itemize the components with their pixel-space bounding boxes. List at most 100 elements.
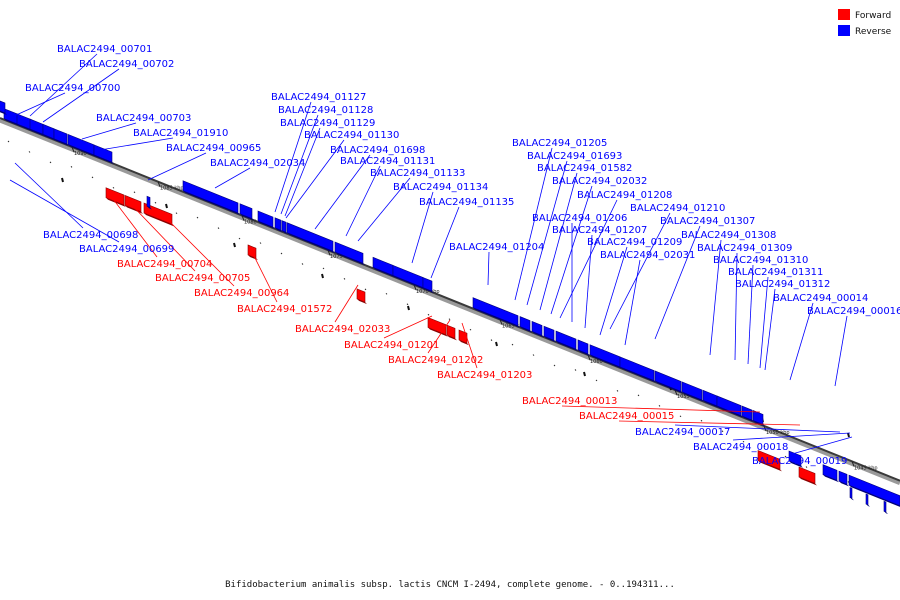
gene-block[interactable]	[822, 464, 839, 483]
gene-block[interactable]	[239, 203, 254, 221]
gene-label[interactable]: BALAC2494_01207	[552, 225, 647, 236]
gene-block[interactable]	[788, 450, 803, 468]
gene-block[interactable]	[182, 180, 240, 215]
gene-label[interactable]: BALAC2494_01208	[577, 190, 672, 201]
gene-block[interactable]	[472, 297, 520, 328]
gene-block[interactable]	[124, 194, 143, 214]
axis-tick-mark	[413, 284, 417, 291]
gene-block[interactable]	[577, 339, 590, 356]
gene-label[interactable]: BALAC2494_01204	[449, 242, 544, 253]
gene-label[interactable]: BALAC2494_00013	[522, 396, 617, 407]
gene-label[interactable]: BALAC2494_01203	[437, 370, 532, 381]
gene-block[interactable]	[446, 324, 457, 341]
gene-block[interactable]	[654, 370, 683, 394]
gene-label[interactable]: BALAC2494_01693	[527, 151, 622, 162]
gene-block[interactable]	[281, 220, 288, 235]
gene-block[interactable]	[838, 470, 849, 487]
gene-label[interactable]: BALAC2494_01129	[280, 118, 375, 129]
gene-block[interactable]	[286, 222, 335, 254]
gene-label[interactable]: BALAC2494_01910	[133, 128, 228, 139]
gene-block[interactable]	[543, 325, 556, 343]
gene-label[interactable]: BALAC2494_00698	[43, 230, 138, 241]
gene-label[interactable]: BALAC2494_01202	[388, 355, 483, 366]
gene-label[interactable]: BALAC2494_00016	[807, 306, 900, 317]
gene-block[interactable]	[848, 474, 900, 508]
gene-block[interactable]	[247, 244, 258, 261]
gene-label[interactable]: BALAC2494_01209	[587, 237, 682, 248]
gene-block[interactable]	[53, 128, 69, 147]
gene-block[interactable]	[93, 144, 114, 165]
gene-block[interactable]	[681, 381, 704, 402]
gene-label[interactable]: BALAC2494_00965	[166, 143, 261, 154]
gene-label[interactable]: BALAC2494_02032	[552, 176, 647, 187]
gene-label[interactable]: BALAC2494_00018	[693, 442, 788, 453]
gene-block-body	[446, 324, 456, 339]
gene-label[interactable]: BALAC2494_02031	[600, 250, 695, 261]
gene-block-body	[356, 288, 366, 303]
gene-block[interactable]	[146, 195, 152, 210]
gene-label[interactable]: BALAC2494_01307	[660, 216, 755, 227]
gene-label[interactable]: BALAC2494_00705	[155, 273, 250, 284]
gene-block[interactable]	[334, 241, 365, 266]
gene-block[interactable]	[752, 410, 765, 427]
gene-label[interactable]: BALAC2494_00017	[635, 427, 730, 438]
gene-block[interactable]	[531, 320, 544, 338]
gene-label[interactable]: BALAC2494_02034	[210, 158, 305, 169]
gene-label[interactable]: BALAC2494_00964	[194, 288, 289, 299]
gene-label[interactable]: BALAC2494_01698	[330, 145, 425, 156]
gene-block[interactable]	[519, 316, 532, 333]
gene-block[interactable]	[0, 99, 7, 116]
gene-label[interactable]: BALAC2494_01131	[340, 156, 435, 167]
gene-block[interactable]	[865, 493, 870, 507]
gene-label[interactable]: BALAC2494_01206	[532, 213, 627, 224]
gene-label[interactable]: BALAC2494_00014	[773, 293, 868, 304]
gene-label[interactable]: BALAC2494_01130	[304, 130, 399, 141]
gene-block[interactable]	[619, 356, 656, 383]
track-dot	[574, 369, 577, 371]
gene-block[interactable]	[257, 210, 275, 230]
gene-block[interactable]	[422, 277, 434, 294]
gene-label[interactable]: BALAC2494_01312	[735, 279, 830, 290]
gene-label[interactable]: BALAC2494_01311	[728, 267, 823, 278]
gene-block[interactable]	[883, 500, 888, 515]
label-leader-line	[285, 139, 345, 219]
gene-label[interactable]: BALAC2494_01309	[697, 243, 792, 254]
gene-block[interactable]	[105, 187, 126, 207]
gene-label[interactable]: BALAC2494_01134	[393, 182, 488, 193]
gene-block[interactable]	[716, 395, 743, 418]
gene-label[interactable]: BALAC2494_01210	[630, 203, 725, 214]
label-leader-line	[732, 432, 851, 441]
gene-label[interactable]: BALAC2494_01572	[237, 304, 332, 315]
gene-label[interactable]: BALAC2494_01133	[370, 168, 465, 179]
gene-block[interactable]	[42, 123, 56, 141]
gene-label[interactable]: BALAC2494_00702	[79, 59, 174, 70]
axis-tick-mark	[587, 354, 591, 361]
gene-block[interactable]	[274, 217, 283, 233]
gene-label[interactable]: BALAC2494_01128	[278, 105, 373, 116]
gene-label[interactable]: BALAC2494_01205	[512, 138, 607, 149]
label-leader-line	[539, 172, 578, 311]
gene-block-body	[334, 241, 364, 264]
gene-label[interactable]: BALAC2494_00015	[579, 411, 674, 422]
gene-block[interactable]	[427, 317, 448, 337]
gene-label[interactable]: BALAC2494_00699	[79, 244, 174, 255]
gene-label[interactable]: BALAC2494_00019	[752, 456, 847, 467]
gene-block[interactable]	[849, 487, 854, 501]
gene-label[interactable]: BALAC2494_01135	[419, 197, 514, 208]
gene-block[interactable]	[356, 288, 367, 305]
gene-label[interactable]: BALAC2494_00704	[117, 259, 212, 270]
gene-label[interactable]: BALAC2494_00703	[96, 113, 191, 124]
gene-block[interactable]	[555, 330, 578, 352]
gene-block[interactable]	[798, 466, 817, 486]
gene-label[interactable]: BALAC2494_00700	[25, 83, 120, 94]
gene-label[interactable]: BALAC2494_01201	[344, 340, 439, 351]
gene-block[interactable]	[458, 329, 469, 346]
gene-label[interactable]: BALAC2494_01127	[271, 92, 366, 103]
gene-label[interactable]: BALAC2494_02033	[295, 324, 390, 335]
gene-block[interactable]	[741, 405, 754, 423]
gene-label[interactable]: BALAC2494_01308	[681, 230, 776, 241]
gene-label[interactable]: BALAC2494_00701	[57, 44, 152, 55]
gene-label[interactable]: BALAC2494_01582	[537, 163, 632, 174]
gene-label[interactable]: BALAC2494_01310	[713, 255, 808, 266]
gene-block[interactable]	[757, 450, 782, 472]
